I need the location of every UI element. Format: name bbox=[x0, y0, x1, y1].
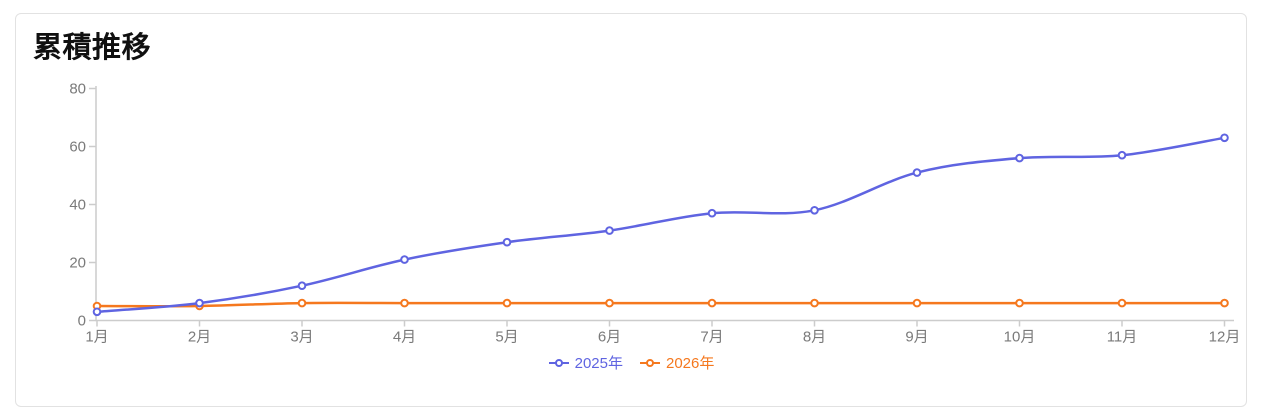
x-axis-label: 10月 bbox=[1004, 329, 1036, 346]
legend-label: 2026年 bbox=[666, 354, 715, 372]
x-axis-label: 3月 bbox=[290, 329, 313, 346]
data-point-series-0[interactable] bbox=[1117, 150, 1127, 160]
data-point-series-0[interactable] bbox=[810, 206, 819, 215]
data-point-series-0[interactable] bbox=[502, 237, 512, 247]
legend-item-2026[interactable]: 2026年 bbox=[639, 356, 714, 371]
data-point-series-0[interactable] bbox=[707, 208, 717, 218]
data-point-series-0[interactable] bbox=[605, 226, 614, 235]
data-point-series-1[interactable] bbox=[1015, 298, 1024, 308]
chart-card bbox=[15, 13, 1247, 407]
chart-title: 累積推移 bbox=[33, 32, 152, 64]
y-axis-label: 80 bbox=[69, 81, 86, 98]
axis-line bbox=[95, 86, 1234, 322]
x-axis-label: 4月 bbox=[393, 329, 416, 346]
x-axis-label: 1月 bbox=[85, 329, 108, 346]
x-axis-label: 12月 bbox=[1209, 329, 1241, 346]
data-point-series-1[interactable] bbox=[502, 298, 512, 308]
y-axis-label: 40 bbox=[69, 197, 86, 214]
data-point-series-0[interactable] bbox=[195, 298, 204, 308]
x-axis-label: 2月 bbox=[188, 329, 211, 346]
x-axis-label: 8月 bbox=[803, 329, 826, 346]
data-point-series-1[interactable] bbox=[1117, 298, 1127, 308]
data-point-series-1[interactable] bbox=[707, 298, 717, 308]
data-point-series-1[interactable] bbox=[1220, 298, 1229, 308]
series-line-0 bbox=[95, 136, 1226, 314]
data-point-series-1[interactable] bbox=[297, 298, 307, 308]
data-point-series-1[interactable] bbox=[912, 298, 922, 308]
y-axis-label: 60 bbox=[69, 139, 86, 156]
data-point-series-0[interactable] bbox=[400, 255, 409, 264]
x-axis-label: 9月 bbox=[905, 329, 928, 346]
x-axis-label: 6月 bbox=[598, 329, 621, 346]
legend-item-2025[interactable]: 2025年 bbox=[548, 356, 623, 371]
data-point-series-0[interactable] bbox=[297, 281, 307, 291]
data-point-series-1[interactable] bbox=[605, 298, 614, 308]
series-line-1 bbox=[95, 301, 1226, 308]
x-axis-label: 11月 bbox=[1107, 329, 1138, 346]
data-point-series-0[interactable] bbox=[912, 168, 922, 177]
data-point-series-0[interactable] bbox=[92, 307, 102, 317]
x-axis-label: 5月 bbox=[495, 329, 518, 346]
data-point-series-1[interactable] bbox=[810, 298, 819, 308]
data-point-series-1[interactable] bbox=[400, 298, 409, 308]
legend-marker-icon bbox=[548, 359, 569, 367]
legend-label: 2025年 bbox=[574, 354, 623, 372]
legend-marker-icon bbox=[640, 359, 660, 367]
x-axis-label: 7月 bbox=[700, 329, 723, 346]
y-axis-label: 0 bbox=[78, 313, 86, 330]
data-point-series-0[interactable] bbox=[1220, 133, 1229, 143]
chart-legend: 2025年 2026年 bbox=[15, 351, 1247, 375]
y-axis-label: 20 bbox=[69, 255, 86, 272]
data-point-series-0[interactable] bbox=[1015, 153, 1024, 163]
